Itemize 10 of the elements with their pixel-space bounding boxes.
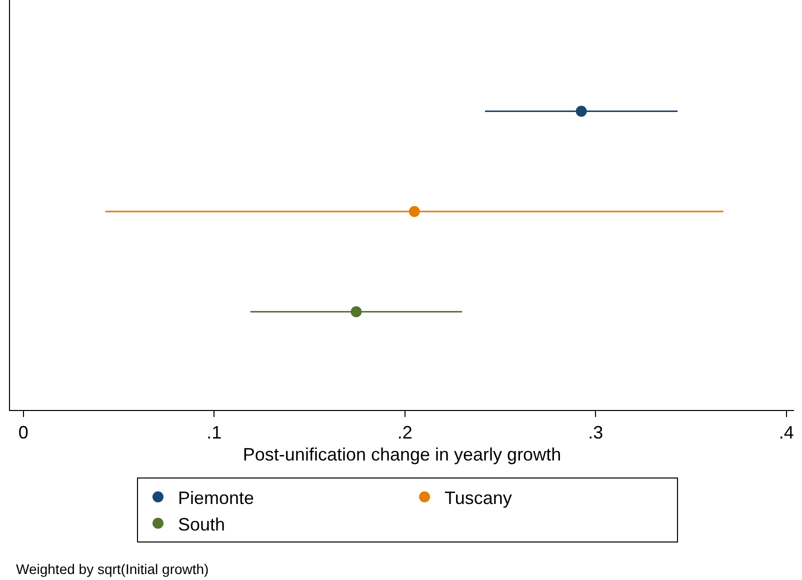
x-tick-label: 0 xyxy=(18,422,28,443)
legend-label: Piemonte xyxy=(178,488,254,508)
text: Weighted by sqrt(Initial growth) xyxy=(16,561,209,577)
legend-label: Tuscany xyxy=(444,488,512,508)
x-tick-label: .3 xyxy=(588,422,604,443)
x-tick-label: .2 xyxy=(397,422,412,443)
x-axis-title: Post-unification change in yearly growth xyxy=(242,444,562,465)
legend-label: South xyxy=(178,514,226,534)
x-tick-label: .4 xyxy=(778,422,794,443)
x-tick-label: .1 xyxy=(206,422,222,443)
